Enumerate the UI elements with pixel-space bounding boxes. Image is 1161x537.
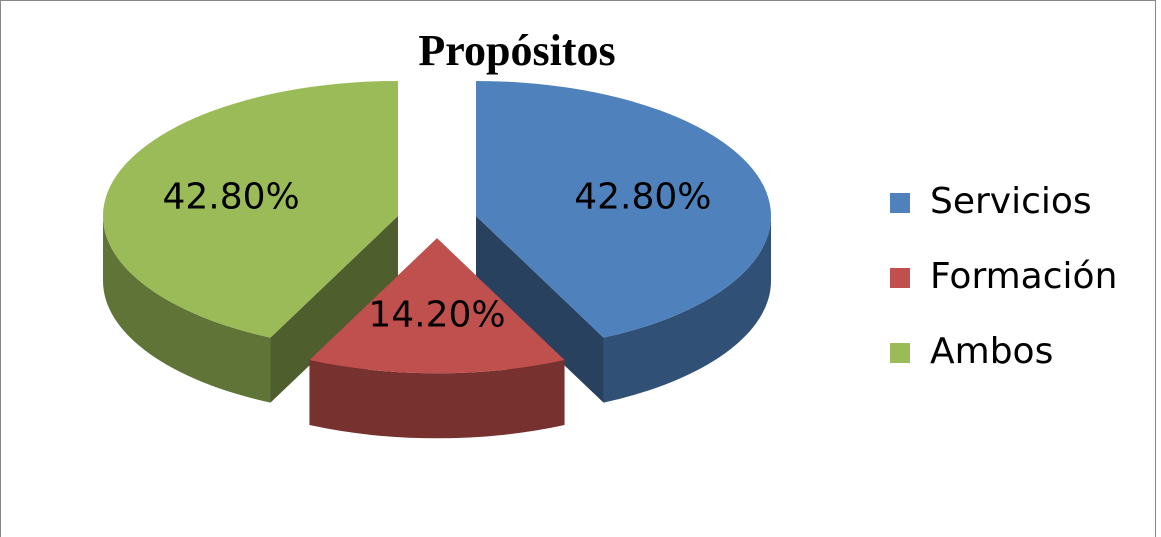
legend-swatch [890, 343, 910, 363]
pie-slice [309, 238, 565, 374]
data-label: 14.20% [368, 295, 505, 336]
pie: 42.80% 42.80% 14.20% [102, 80, 772, 439]
slice-side [102, 215, 271, 403]
legend-label: Formación [930, 256, 1117, 297]
legend-label: Servicios [930, 181, 1092, 222]
legend-swatch [890, 268, 910, 288]
slice-side [309, 360, 565, 439]
legend-label: Ambos [930, 331, 1053, 372]
slice-side [476, 215, 604, 403]
legend-swatch [890, 193, 910, 213]
chart-title: Propósitos [418, 26, 615, 75]
data-label: 42.80% [163, 177, 300, 218]
pie-slice [102, 80, 398, 338]
slice-side [603, 215, 772, 403]
data-label: 42.80% [574, 177, 711, 218]
pie-slice [476, 80, 772, 338]
slice-side [270, 215, 398, 403]
